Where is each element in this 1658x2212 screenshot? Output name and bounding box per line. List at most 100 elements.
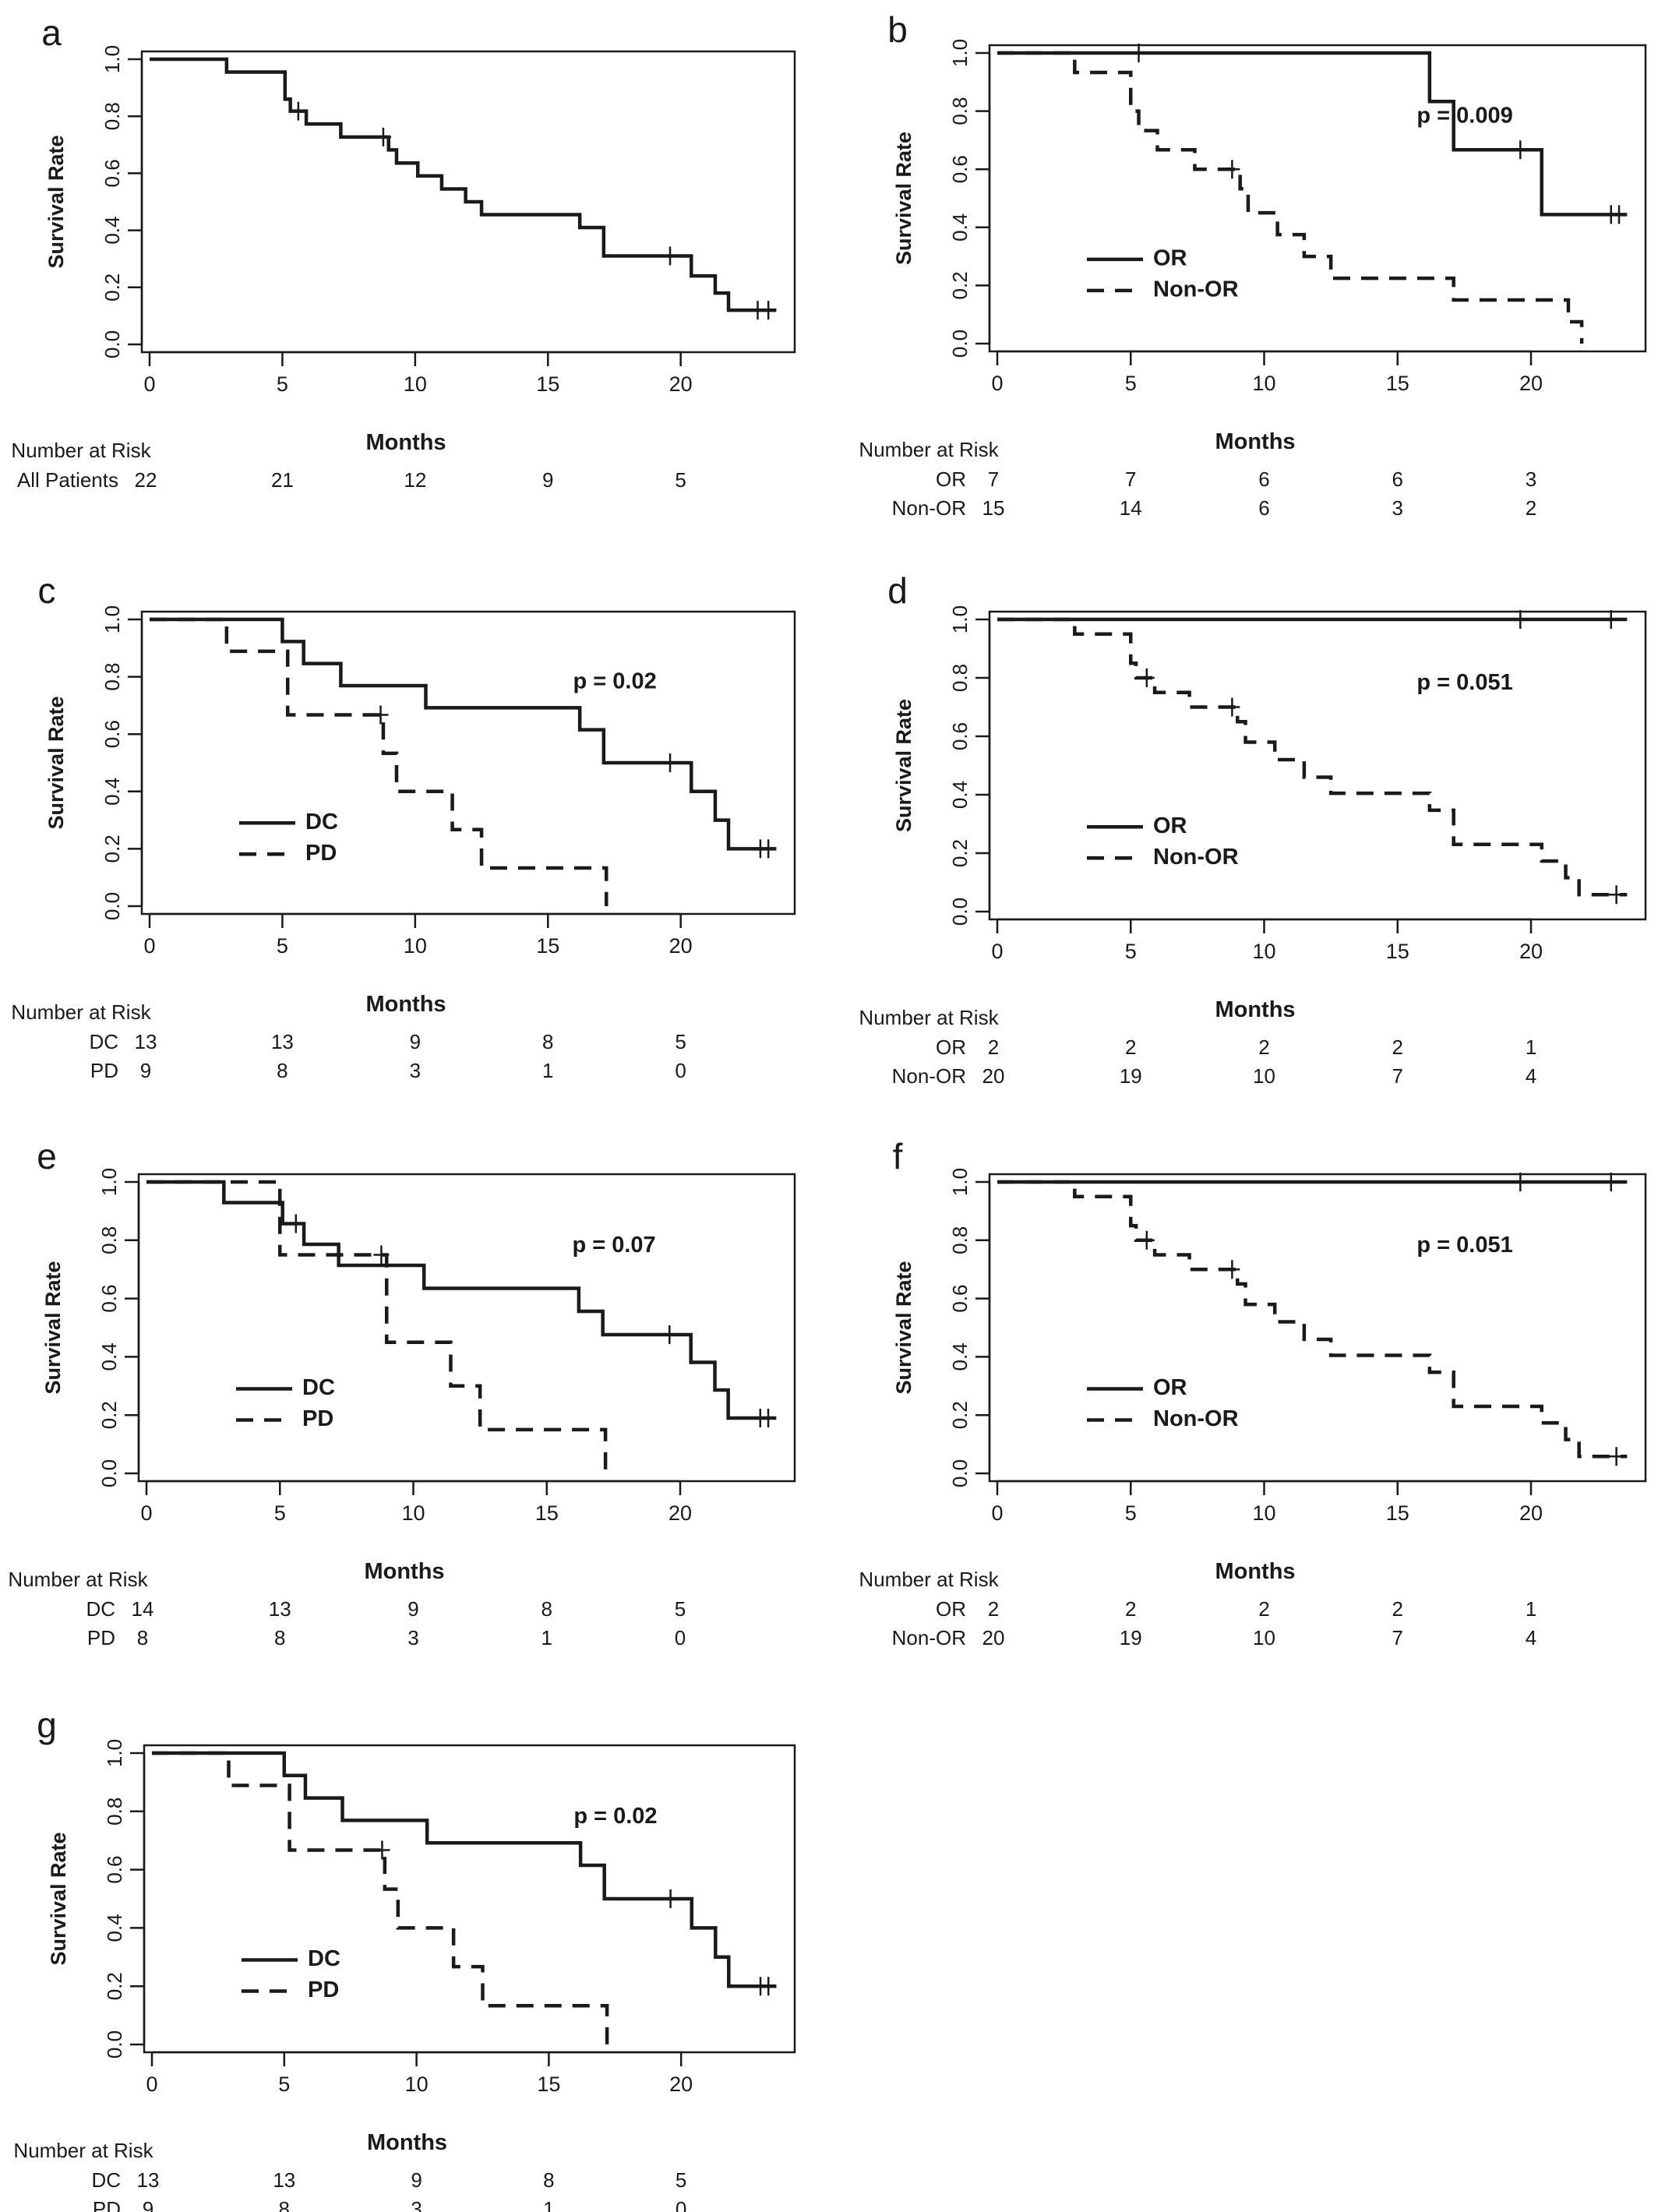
y-tick-label: 0.2 (101, 834, 124, 863)
risk-count: 7 (1125, 467, 1136, 491)
censor-mark (663, 1889, 679, 1908)
panel-d: d0.00.20.40.60.81.0Survival Rate05101520… (859, 570, 1646, 1088)
y-tick-label: 1.0 (948, 1168, 972, 1196)
y-tick-label: 0.6 (97, 1285, 121, 1313)
y-tick-label: 0.8 (948, 97, 972, 125)
risk-table-header: Number at Risk (859, 1006, 999, 1029)
risk-count: 2 (1258, 1597, 1269, 1621)
x-tick-label: 15 (536, 934, 559, 958)
censor-mark (760, 839, 776, 858)
y-axis-label: Survival Rate (892, 132, 915, 265)
censor-mark (1139, 669, 1155, 687)
censor-mark (1512, 610, 1528, 629)
y-tick-label: 0.2 (97, 1401, 121, 1429)
risk-row-label: DC (89, 1030, 118, 1053)
legend-label: PD (305, 841, 337, 866)
risk-count: 2 (988, 1597, 999, 1621)
x-tick-label: 15 (537, 2073, 560, 2096)
y-tick-label: 0.6 (948, 722, 972, 750)
risk-count: 8 (279, 2197, 290, 2212)
legend-label: OR (1153, 813, 1187, 838)
risk-count: 3 (1526, 467, 1536, 491)
risk-count: 13 (269, 1597, 291, 1621)
p-value: p = 0.009 (1416, 104, 1512, 129)
risk-count: 19 (1120, 1064, 1142, 1088)
risk-row-label: PD (90, 1059, 118, 1082)
risk-row-label: PD (93, 2197, 121, 2212)
x-tick-label: 15 (1386, 372, 1409, 395)
y-axis-label: Survival Rate (44, 696, 68, 829)
x-tick-label: 20 (1519, 940, 1543, 963)
risk-count: 5 (675, 468, 686, 492)
panel-label: e (37, 1136, 57, 1177)
risk-count: 14 (1120, 496, 1142, 520)
x-tick-label: 10 (1252, 372, 1275, 395)
censor-mark (1611, 205, 1627, 224)
y-tick-label: 1.0 (101, 45, 124, 73)
risk-count: 2 (1392, 1597, 1403, 1621)
y-tick-label: 0.0 (948, 898, 972, 926)
survival-curve-pd (146, 1182, 605, 1473)
y-tick-label: 0.0 (948, 330, 972, 358)
risk-table-header: Number at Risk (859, 1568, 999, 1591)
legend-label: DC (302, 1375, 335, 1400)
y-tick-label: 0.4 (103, 1914, 126, 1942)
x-tick-label: 20 (1519, 1501, 1543, 1525)
risk-count: 14 (132, 1597, 154, 1621)
panel-label: f (893, 1136, 903, 1177)
risk-row-label: OR (936, 1597, 966, 1621)
panel-label: a (41, 12, 62, 53)
y-axis-label: Survival Rate (47, 1832, 70, 1965)
x-axis-label: Months (365, 430, 446, 455)
risk-table-header: Number at Risk (11, 439, 151, 462)
risk-count: 3 (411, 2197, 422, 2212)
risk-table-header: Number at Risk (13, 2139, 153, 2162)
censor-mark (1139, 1231, 1155, 1250)
x-axis-label: Months (1215, 429, 1295, 454)
panel-g: g0.00.20.40.60.81.0Survival Rate05101520… (13, 1705, 795, 2212)
risk-count: 20 (982, 1626, 1005, 1649)
survival-curve-dc (150, 619, 776, 848)
risk-count: 7 (1392, 1064, 1403, 1088)
x-tick-label: 5 (1125, 940, 1137, 963)
risk-count: 1 (542, 1059, 553, 1082)
risk-count: 3 (410, 1059, 421, 1082)
x-tick-label: 0 (146, 2073, 157, 2096)
risk-count: 2 (1392, 1035, 1403, 1059)
plot-frame (139, 1174, 795, 1481)
plot-frame (144, 1745, 795, 2052)
x-tick-label: 0 (991, 372, 1003, 395)
x-tick-label: 5 (277, 372, 288, 396)
risk-count: 1 (543, 2197, 554, 2212)
risk-count: 5 (675, 1597, 686, 1621)
risk-count: 2 (988, 1035, 999, 1059)
y-tick-label: 0.8 (101, 102, 124, 130)
risk-count: 19 (1120, 1626, 1142, 1649)
risk-row-label: PD (87, 1626, 115, 1649)
x-tick-label: 0 (143, 372, 155, 396)
panel-label: b (887, 9, 908, 50)
y-tick-label: 0.4 (101, 778, 124, 806)
y-tick-label: 0.8 (97, 1226, 121, 1254)
y-axis-label: Survival Rate (44, 135, 68, 268)
risk-count: 2 (1125, 1597, 1136, 1621)
risk-count: 9 (407, 1597, 418, 1621)
censor-mark (1224, 160, 1240, 178)
legend-label: OR (1153, 1375, 1187, 1400)
survival-curve-series-0 (150, 59, 776, 310)
censor-mark (1224, 1260, 1240, 1279)
panel-label: c (38, 570, 56, 611)
censor-mark (760, 1409, 776, 1427)
x-tick-label: 5 (274, 1501, 286, 1525)
y-tick-label: 1.0 (101, 605, 124, 633)
panel-label: g (37, 1705, 57, 1745)
risk-table-header: Number at Risk (11, 1000, 151, 1024)
x-tick-label: 20 (1519, 372, 1543, 395)
y-tick-label: 0.0 (101, 892, 124, 920)
censor-mark (1512, 140, 1528, 159)
survival-curve-non-or (997, 1182, 1627, 1456)
survival-curve-or (997, 53, 1627, 214)
risk-count: 6 (1392, 467, 1403, 491)
p-value: p = 0.051 (1416, 1233, 1512, 1258)
censor-mark (662, 753, 678, 772)
